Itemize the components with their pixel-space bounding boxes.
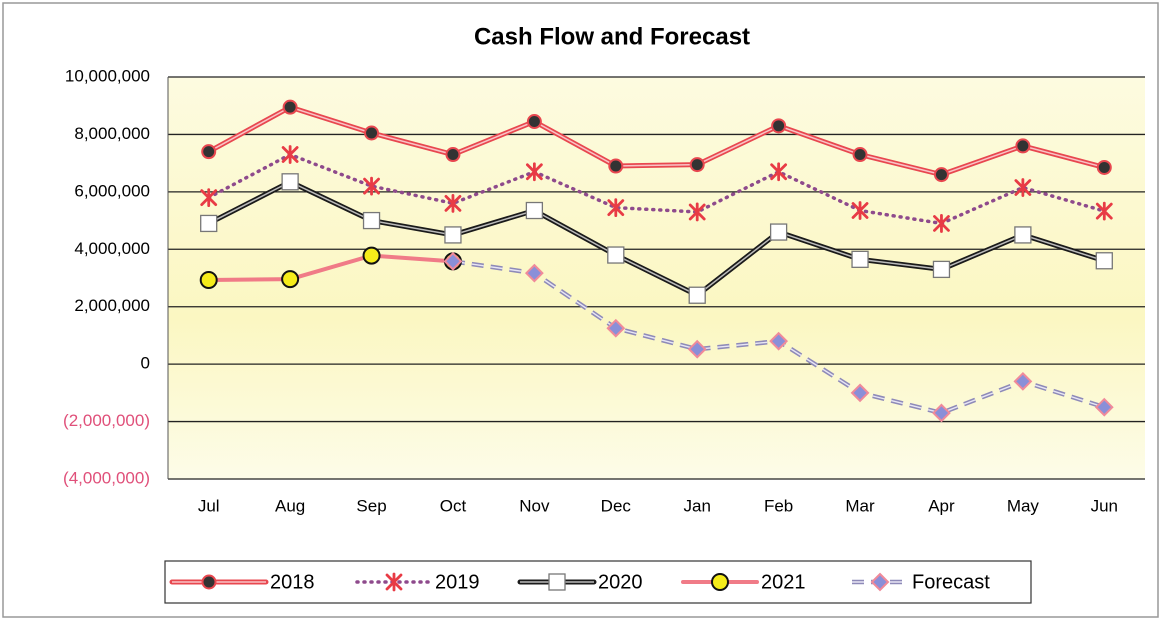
legend-label: 2020 <box>598 571 643 593</box>
data-point <box>1095 201 1113 221</box>
data-point <box>201 144 217 160</box>
plot-area <box>168 77 1145 479</box>
y-tick-label: 10,000,000 <box>65 66 150 85</box>
x-tick-label: Jul <box>198 496 220 515</box>
data-point <box>688 286 706 304</box>
data-point <box>524 263 544 283</box>
y-tick-label: (4,000,000) <box>63 468 150 487</box>
legend-label: 2018 <box>270 571 315 593</box>
legend-label: 2021 <box>761 571 806 593</box>
data-point <box>771 118 787 134</box>
data-point <box>1095 252 1113 270</box>
data-point <box>444 226 462 244</box>
data-point <box>1015 138 1031 154</box>
data-point <box>200 188 218 207</box>
series-line-inner <box>208 180 1105 297</box>
data-point <box>769 331 789 351</box>
data-point <box>687 339 707 359</box>
data-point <box>850 383 870 403</box>
data-point <box>607 198 625 218</box>
data-point <box>364 125 380 141</box>
data-point <box>525 201 544 220</box>
x-tick-label: Dec <box>601 496 632 515</box>
data-point <box>445 147 461 163</box>
legend-marker <box>711 573 729 591</box>
y-tick-label: 2,000,000 <box>74 296 150 315</box>
y-tick-label: 8,000,000 <box>74 124 150 143</box>
legend-marker <box>385 572 403 592</box>
x-tick-label: Sep <box>356 496 386 515</box>
x-tick-label: Jun <box>1091 496 1118 515</box>
data-point <box>281 145 299 164</box>
data-point <box>362 246 381 265</box>
data-point <box>1014 178 1032 197</box>
data-point <box>852 147 868 163</box>
x-tick-label: Mar <box>845 496 875 515</box>
legend-label: Forecast <box>912 571 990 593</box>
data-point <box>1096 159 1112 175</box>
data-point <box>851 201 869 220</box>
data-point <box>933 167 949 183</box>
x-tick-label: Feb <box>764 496 793 515</box>
data-point <box>770 162 788 182</box>
data-point <box>200 214 218 233</box>
data-point <box>525 162 543 182</box>
x-tick-label: Aug <box>275 496 305 515</box>
legend-marker <box>870 572 890 592</box>
data-point <box>363 176 380 196</box>
data-point <box>282 99 298 115</box>
y-tick-label: (2,000,000) <box>63 411 150 430</box>
x-tick-label: May <box>1007 496 1040 515</box>
data-point <box>608 158 624 174</box>
data-point <box>769 223 788 241</box>
data-point <box>932 260 951 279</box>
data-point <box>1094 397 1114 417</box>
data-point <box>1014 226 1032 244</box>
y-tick-label: 0 <box>141 354 150 373</box>
series-line-inner <box>208 106 1105 176</box>
data-point <box>281 173 299 191</box>
data-point <box>1013 371 1033 391</box>
legend-marker <box>548 573 566 591</box>
data-point <box>851 250 869 268</box>
x-tick-label: Apr <box>928 496 955 515</box>
series-line <box>206 152 1107 226</box>
legend-label: 2019 <box>435 571 480 593</box>
data-point <box>607 246 625 264</box>
y-tick-label: 6,000,000 <box>74 181 150 200</box>
data-point <box>688 202 706 222</box>
data-point <box>689 157 705 173</box>
legend-marker <box>201 574 217 590</box>
data-point <box>526 114 542 130</box>
data-point <box>443 251 463 271</box>
y-tick-label: 4,000,000 <box>74 239 150 258</box>
data-point <box>606 318 626 338</box>
data-point <box>444 193 462 213</box>
x-tick-label: Jan <box>683 496 710 515</box>
data-point <box>281 270 300 289</box>
x-tick-label: Nov <box>519 496 550 515</box>
x-tick-label: Oct <box>440 496 467 515</box>
data-point <box>199 271 218 290</box>
chart-title: Cash Flow and Forecast <box>474 23 750 50</box>
data-point <box>932 403 951 423</box>
series-line <box>206 253 455 283</box>
data-point <box>933 214 950 233</box>
data-point <box>362 211 381 230</box>
